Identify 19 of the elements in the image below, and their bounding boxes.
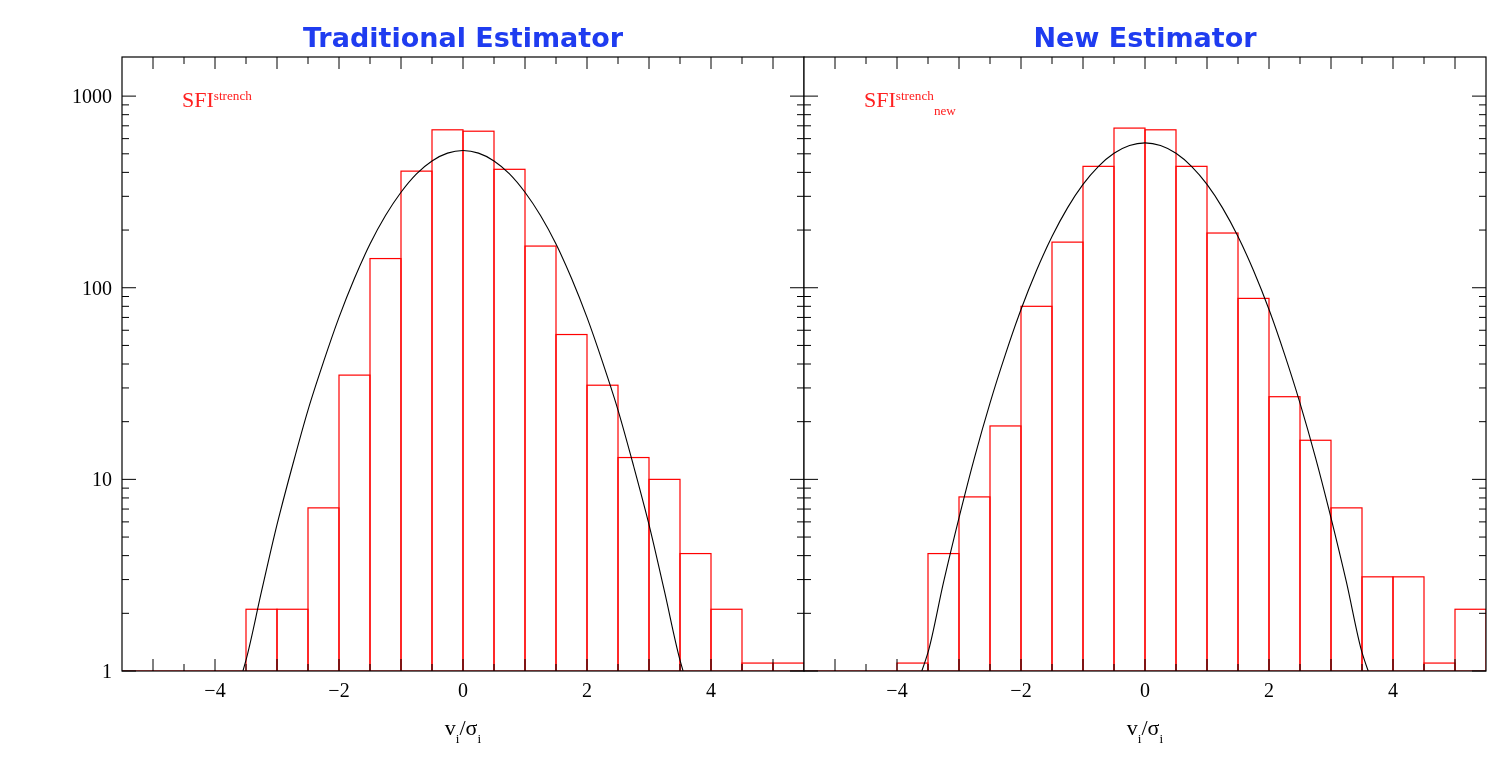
x-tick-label: 2 [1264,679,1274,701]
x-axis-title: v$_{i}$/σ$_{i}$ [1126,715,1164,746]
x-tick-label: −4 [204,679,226,701]
y-tick-label: 10 [92,468,112,491]
chart-title: New Estimator [1033,22,1258,53]
x-tick-label: 4 [706,679,716,701]
x-axis-title: v$_{i}$/σ$_{i}$ [444,715,482,746]
x-tick-label: 2 [582,679,592,701]
y-tick-label: 1 [102,660,112,682]
x-tick-label: −4 [886,679,908,701]
x-tick-label: 0 [458,679,468,701]
y-tick-label: 1000 [72,85,112,108]
x-tick-label: 4 [1388,679,1398,701]
chart-title: Traditional Estimator [302,22,624,53]
x-tick-label: 0 [1140,679,1150,701]
x-tick-label: −2 [328,679,350,701]
x-tick-label: −2 [1010,679,1032,701]
y-tick-label: 100 [82,276,112,299]
annotation: SFI$^{strench}$ [182,87,253,112]
